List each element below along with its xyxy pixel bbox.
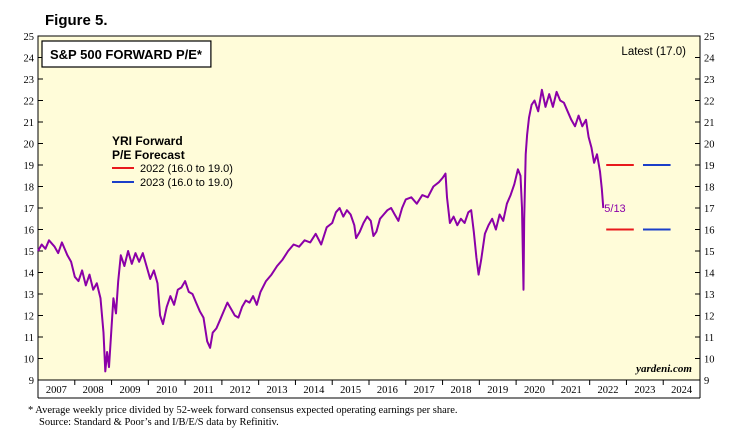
x-tick-label: 2011	[193, 385, 214, 396]
x-tick-label: 2017	[414, 385, 435, 396]
y-tick-label-right: 17	[704, 204, 715, 215]
forecast-legend-label: 2023 (16.0 to 19.0)	[140, 177, 233, 189]
x-tick-label: 2024	[671, 385, 693, 396]
x-tick-label: 2009	[119, 385, 140, 396]
chart-title: S&P 500 FORWARD P/E*	[50, 47, 203, 62]
y-tick-label-left: 24	[24, 54, 35, 65]
y-tick-label-right: 21	[704, 118, 715, 129]
y-tick-label-right: 11	[704, 333, 714, 344]
x-tick-label: 2016	[377, 385, 398, 396]
y-tick-label-left: 17	[24, 204, 35, 215]
footnote-definition: * Average weekly price divided by 52-wee…	[28, 405, 458, 416]
forecast-legend-label: 2022 (16.0 to 19.0)	[140, 163, 233, 175]
y-tick-label-right: 16	[704, 226, 715, 237]
y-tick-label-right: 25	[704, 32, 715, 43]
y-tick-label-left: 10	[24, 355, 35, 366]
footnote: * Average weekly price divided by 52-wee…	[28, 405, 458, 429]
figure-label: Figure 5.	[45, 12, 108, 29]
x-tick-label: 2018	[450, 385, 471, 396]
y-tick-label-left: 20	[24, 140, 35, 151]
y-tick-label-right: 19	[704, 161, 715, 172]
y-tick-label-right: 13	[704, 290, 715, 301]
y-tick-label-right: 22	[704, 97, 715, 108]
y-tick-label-left: 23	[24, 75, 35, 86]
x-tick-label: 2021	[561, 385, 582, 396]
x-tick-label: 2022	[598, 385, 619, 396]
y-tick-label-left: 16	[24, 226, 35, 237]
x-tick-label: 2012	[230, 385, 251, 396]
chart-title-box	[41, 40, 212, 68]
y-tick-label-left: 22	[24, 97, 35, 108]
latest-label: Latest (17.0)	[621, 46, 686, 58]
y-tick-label-right: 12	[704, 312, 715, 323]
y-tick-label-left: 21	[24, 118, 35, 129]
y-tick-label-right: 24	[704, 54, 715, 65]
y-tick-label-left: 19	[24, 161, 35, 172]
y-tick-label-left: 18	[24, 183, 35, 194]
footnote-source: Source: Standard & Poor’s and I/B/E/S da…	[39, 417, 279, 428]
y-tick-label-right: 15	[704, 247, 715, 258]
y-tick-label-right: 9	[704, 376, 709, 387]
y-tick-label-right: 18	[704, 183, 715, 194]
forecast-title-line1: YRI Forward	[112, 134, 183, 148]
y-tick-label-left: 13	[24, 290, 35, 301]
y-tick-label-left: 12	[24, 312, 35, 323]
x-tick-label: 2020	[524, 385, 545, 396]
series-line	[37, 88, 605, 373]
y-tick-label-left: 25	[24, 32, 35, 43]
y-tick-label-right: 14	[704, 269, 715, 280]
y-tick-label-right: 23	[704, 75, 715, 86]
y-tick-label-right: 20	[704, 140, 715, 151]
x-tick-label: 2013	[267, 385, 288, 396]
x-tick-label: 2008	[83, 385, 104, 396]
date-annotation: 5/13	[604, 203, 625, 215]
forecast-title-line2: P/E Forecast	[112, 148, 185, 162]
y-tick-label-left: 9	[29, 376, 34, 387]
y-tick-label-left: 14	[24, 269, 35, 280]
plot-area	[37, 35, 701, 381]
x-tick-label: 2015	[340, 385, 361, 396]
x-tick-label: 2007	[46, 385, 67, 396]
y-tick-label-right: 10	[704, 355, 715, 366]
x-tick-label: 2023	[634, 385, 655, 396]
x-tick-label: 2010	[156, 385, 177, 396]
watermark: yardeni.com	[634, 363, 692, 375]
y-tick-label-left: 15	[24, 247, 35, 258]
x-tick-label: 2014	[303, 385, 325, 396]
y-tick-label-left: 11	[24, 333, 34, 344]
x-tick-label: 2019	[487, 385, 508, 396]
